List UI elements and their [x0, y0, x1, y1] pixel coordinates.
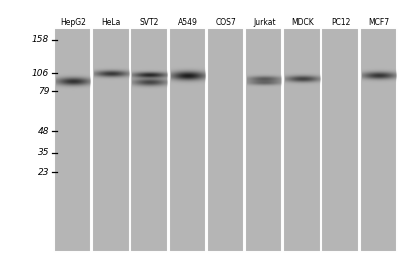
- Text: HepG2: HepG2: [60, 18, 86, 27]
- Text: A549: A549: [178, 18, 198, 27]
- Text: 106: 106: [32, 69, 49, 78]
- Text: Jurkat: Jurkat: [253, 18, 276, 27]
- Text: COS7: COS7: [216, 18, 236, 27]
- Text: 79: 79: [38, 87, 49, 96]
- Text: MCF7: MCF7: [368, 18, 390, 27]
- Text: SVT2: SVT2: [140, 18, 159, 27]
- Text: HeLa: HeLa: [102, 18, 121, 27]
- Text: 35: 35: [38, 148, 49, 158]
- Text: 48: 48: [38, 126, 49, 136]
- Text: PC12: PC12: [331, 18, 350, 27]
- Text: 158: 158: [32, 35, 49, 44]
- Text: MDCK: MDCK: [291, 18, 314, 27]
- Text: 23: 23: [38, 168, 49, 177]
